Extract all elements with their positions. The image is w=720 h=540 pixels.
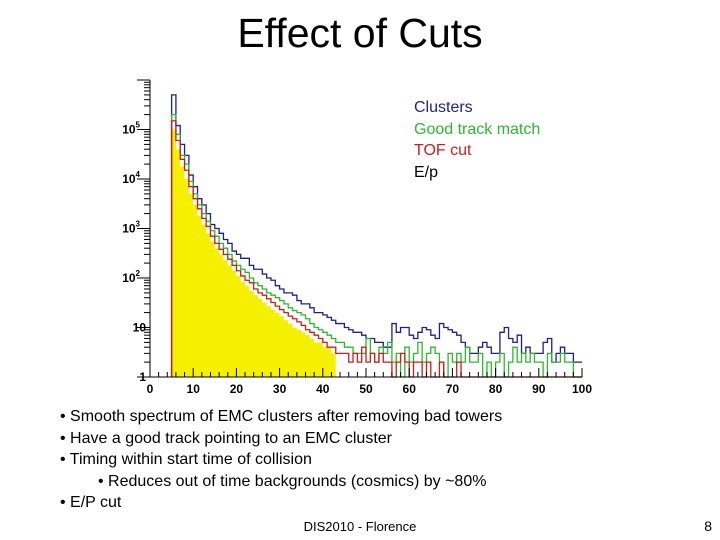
y-tick-label: 104 — [122, 170, 140, 186]
y-tick-label: 10 — [133, 321, 147, 335]
x-tick-label: 60 — [403, 382, 417, 396]
y-tick-label: 103 — [122, 220, 140, 236]
page-number: 8 — [704, 518, 712, 534]
legend-entry-tof-cut: TOF cut — [414, 142, 472, 159]
y-tick-label: 1 — [139, 370, 146, 384]
bullet-item: • Smooth spectrum of EMC clusters after … — [60, 408, 503, 425]
chart-legend: Clusters Good track match TOF cut E/p — [414, 97, 540, 183]
bullet-item: • Have a good track pointing to an EMC c… — [60, 429, 392, 447]
x-tick-label: 0 — [147, 382, 154, 396]
series-clusters-line — [170, 94, 582, 377]
x-tick-label: 90 — [532, 382, 546, 396]
bullet-item: • E/P cut — [60, 494, 122, 511]
x-tick-label: 70 — [446, 382, 460, 396]
x-tick-label: 10 — [187, 382, 201, 396]
legend-entry-clusters: Clusters — [414, 99, 473, 116]
y-tick-label: 105 — [122, 121, 140, 137]
x-tick-label: 40 — [316, 382, 330, 396]
x-tick-label: 30 — [273, 382, 287, 396]
bullet-list: • Smooth spectrum of EMC clusters after … — [60, 406, 502, 514]
y-tick-label: 102 — [122, 269, 140, 285]
legend-entry-good-track-match: Good track match — [414, 120, 541, 138]
x-tick-label: 50 — [359, 382, 373, 396]
bullet-subitem: • Reduces out of time backgrounds (cosmi… — [98, 472, 487, 490]
x-tick-label: 100 — [572, 382, 592, 396]
x-tick-label: 80 — [489, 382, 503, 396]
series-e-p-fill — [171, 129, 582, 377]
legend-entry-e-over-p: E/p — [414, 163, 439, 181]
bullet-item: • Timing within start time of collision — [60, 451, 312, 468]
footer-text: DIS2010 - Florence — [303, 519, 417, 534]
slide-title: Effect of Cuts — [237, 10, 483, 56]
x-tick-label: 20 — [230, 382, 244, 396]
